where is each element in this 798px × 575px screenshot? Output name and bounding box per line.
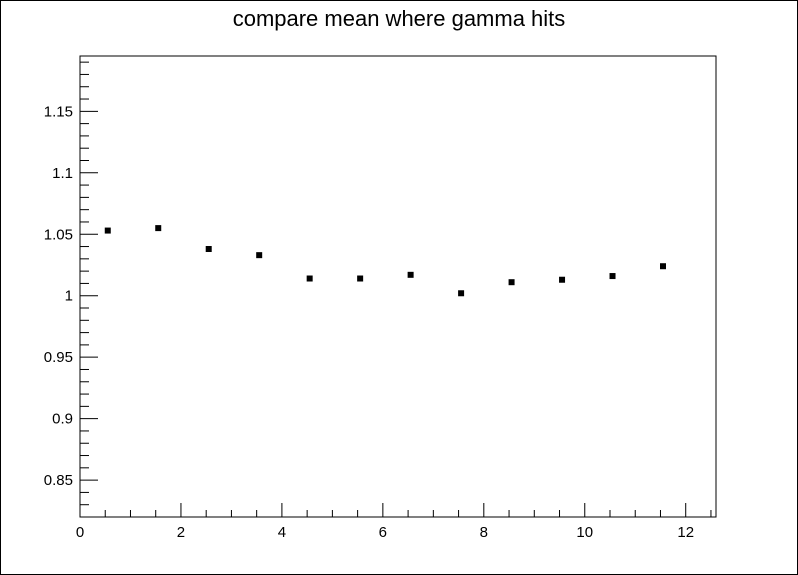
data-point xyxy=(155,225,162,232)
x-tick-label: 10 xyxy=(576,524,593,541)
plot-frame xyxy=(79,55,717,518)
data-point xyxy=(559,276,566,283)
data-point xyxy=(104,227,111,234)
axes: 0 2 4 6 8 10 12 0.85 0.9 0.95 1 1.05 1.1 1.15 xyxy=(44,61,712,541)
y-tick-label: 1 xyxy=(65,288,73,305)
data-point xyxy=(609,273,616,280)
y-tick-label: 0.95 xyxy=(44,349,73,366)
y-tick-label: 1.1 xyxy=(52,165,73,182)
y-tick-label: 1.05 xyxy=(44,226,73,243)
x-tick-label: 0 xyxy=(76,524,84,541)
y-tick-label: 0.9 xyxy=(52,411,73,428)
data-point xyxy=(458,290,465,297)
data-point xyxy=(256,252,263,259)
y-tick-label: 1.15 xyxy=(44,103,73,120)
data-point xyxy=(660,263,666,270)
x-tick-label: 6 xyxy=(379,524,387,541)
x-tick-label: 4 xyxy=(278,524,286,541)
data-point xyxy=(306,275,313,282)
x-tick-label: 2 xyxy=(177,524,185,541)
data-point xyxy=(205,246,212,253)
y-tick-label: 0.85 xyxy=(44,472,73,489)
chart-title: compare mean where gamma hits xyxy=(232,6,566,31)
data-markers xyxy=(104,225,666,297)
data-point xyxy=(508,279,515,286)
data-point xyxy=(407,271,414,278)
data-point xyxy=(357,275,364,282)
x-tick-label: 8 xyxy=(480,524,488,541)
x-tick-label: 12 xyxy=(677,524,694,541)
